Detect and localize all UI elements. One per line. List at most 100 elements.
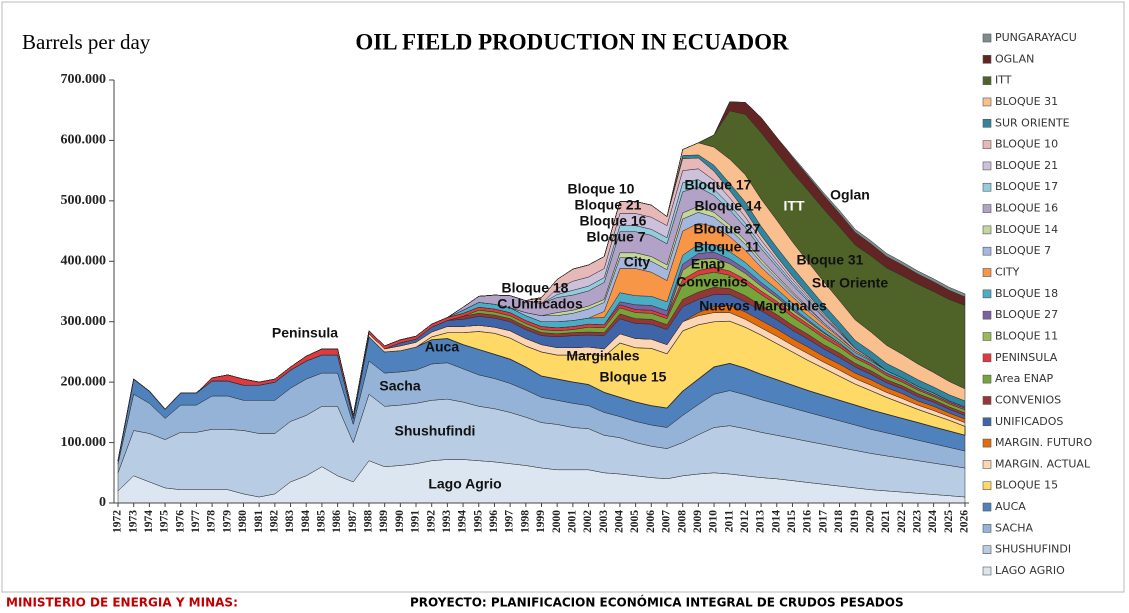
annotation: Nuevos Marginales (699, 298, 827, 314)
legend-label: BLOQUE 21 (995, 159, 1058, 172)
legend-swatch (982, 332, 992, 341)
annotation: City (624, 254, 651, 270)
legend-label: MARGIN. ACTUAL (995, 457, 1091, 470)
x-tick-label: 2005 (629, 510, 641, 533)
legend-swatch (982, 396, 992, 405)
legend-label: BLOQUE 17 (995, 180, 1058, 193)
x-tick-label: 2020 (865, 510, 877, 533)
annotation: Bloque 18 (502, 280, 569, 296)
legend-swatch (982, 118, 992, 128)
x-tick-label: 1989 (378, 510, 390, 533)
y-tick-label: 200.000 (61, 374, 107, 389)
x-tick-label: 1998 (519, 510, 531, 533)
annotation: C.Unificados (497, 296, 583, 312)
x-tick-label: 1972 (112, 510, 124, 533)
legend-swatch (982, 289, 992, 299)
x-tick-label: 1983 (284, 510, 296, 533)
annotation: Sur Oriente (812, 275, 888, 291)
y-tick-label: 0 (99, 495, 106, 510)
legend-swatch (982, 502, 992, 512)
y-tick-label: 700.000 (61, 72, 107, 87)
annotation: Bloque 17 (685, 177, 752, 193)
legend-swatch (982, 33, 992, 43)
legend-label: PUNGARAYACU (995, 31, 1077, 44)
legend-swatch (982, 566, 992, 576)
annotation: Bloque 16 (580, 213, 647, 229)
x-tick-label: 2025 (943, 510, 955, 533)
legend-swatch (982, 140, 992, 149)
x-tick-label: 1999 (535, 510, 547, 533)
x-tick-label: 2019 (849, 510, 861, 533)
y-tick-label: 600.000 (61, 133, 107, 148)
legend-label: BLOQUE 16 (995, 202, 1058, 215)
legend-label: SACHA (995, 521, 1033, 534)
annotation: Convenios (676, 274, 748, 290)
x-tick-label: 1990 (394, 510, 406, 533)
x-tick-label: 2012 (739, 510, 751, 533)
x-tick-label: 2002 (582, 510, 594, 533)
legend-swatch (982, 438, 992, 448)
legend-label: BLOQUE 14 (995, 223, 1058, 236)
legend-swatch (982, 97, 992, 107)
x-tick-label: 2008 (676, 510, 688, 533)
x-tick-label: 1980 (237, 510, 249, 533)
x-tick-label: 2018 (833, 510, 845, 533)
legend-label: Area ENAP (995, 372, 1054, 385)
legend-swatch (982, 353, 992, 363)
legend-label: OGLAN (995, 52, 1034, 65)
x-tick-label: 2015 (786, 510, 798, 533)
annotation: Marginales (566, 348, 639, 364)
y-axis-label: Barrels per day (22, 30, 151, 54)
annotation: Bloque 7 (586, 229, 645, 245)
x-tick-label: 1997 (504, 510, 516, 533)
x-tick-label: 2026 (959, 510, 971, 533)
annotation: ITT (784, 198, 805, 214)
x-tick-label: 1979 (221, 510, 233, 533)
legend-label: BLOQUE 27 (995, 308, 1058, 321)
legend-label: UNIFICADOS (995, 415, 1063, 428)
legend-swatch (982, 246, 992, 256)
legend-swatch (982, 161, 992, 171)
x-tick-label: 1982 (269, 510, 281, 533)
x-tick-label: 2004 (614, 510, 626, 533)
legend-label: PENINSULA (995, 351, 1058, 364)
x-tick-label: 1994 (457, 510, 469, 533)
x-tick-label: 2007 (661, 510, 673, 533)
x-tick-label: 2016 (802, 510, 814, 533)
annotation: Sacha (379, 378, 420, 394)
legend-label: AUCA (995, 500, 1026, 513)
x-tick-label: 2000 (551, 510, 563, 533)
annotation: Bloque 15 (600, 369, 667, 385)
annotation: Bloque 27 (694, 221, 761, 237)
x-tick-label: 1988 (363, 510, 375, 533)
x-tick-label: 1984 (300, 510, 312, 533)
x-tick-label: 1995 (472, 510, 484, 533)
x-tick-label: 1987 (347, 510, 359, 533)
annotation: Lago Agrio (428, 476, 501, 492)
legend-label: CONVENIOS (995, 393, 1061, 406)
x-tick-label: 2021 (880, 510, 892, 533)
annotation: Bloque 10 (568, 181, 635, 197)
legend-label: ITT (995, 74, 1012, 87)
y-tick-label: 400.000 (61, 254, 107, 269)
annotation: Peninsula (272, 325, 338, 341)
x-tick-label: 1985 (316, 510, 328, 533)
legend-swatch (982, 204, 992, 213)
x-tick-label: 2006 (645, 510, 657, 533)
legend-label: BLOQUE 15 (995, 479, 1058, 492)
x-tick-label: 2024 (927, 510, 939, 533)
y-tick-label: 500.000 (61, 193, 107, 208)
legend-label: CITY (995, 266, 1020, 279)
legend-swatch (982, 460, 992, 469)
x-tick-label: 1974 (143, 510, 155, 533)
x-tick-label: 1991 (410, 510, 422, 533)
x-tick-label: 2009 (692, 510, 704, 533)
legend-label: BLOQUE 11 (995, 329, 1058, 342)
legend-swatch (982, 268, 992, 277)
legend-label: SUR ORIENTE (995, 116, 1070, 129)
annotation: Bloque 14 (695, 198, 762, 214)
area (117, 101, 966, 461)
annotation: Auca (425, 339, 459, 355)
legend-swatch (982, 545, 992, 554)
